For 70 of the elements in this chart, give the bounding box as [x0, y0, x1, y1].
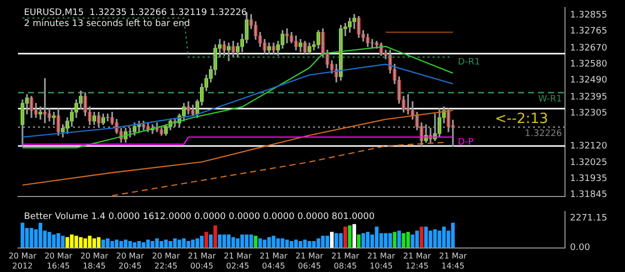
y-tick-label: 1.32670 [570, 44, 608, 54]
x-tick-label: 21 Mar 00:45 [188, 252, 216, 270]
bar [213, 225, 218, 248]
x-tick-label: 21 Mar 04:45 [260, 252, 288, 270]
chart-title: EURUSD,M15 1.32235 1.32266 1.32119 1.32226 [24, 8, 248, 18]
y-tick-label: 1.32580 [570, 60, 608, 70]
x-tick-label: 20 Mar 22:45 [152, 252, 181, 270]
x-tick-label: 21 Mar 14:45 [438, 252, 468, 270]
y-tick-label: 1.32855 [570, 10, 608, 21]
bar [249, 234, 253, 248]
bar [70, 234, 74, 248]
y-tick-label: 1.31845 [570, 190, 608, 200]
bar [74, 236, 78, 248]
bar [334, 233, 338, 248]
y-tick-label: 1.32765 [570, 26, 608, 37]
y-tick-label: 0.00 [570, 243, 590, 254]
x-tick-label: 21 Mar 08:45 [331, 252, 360, 270]
x-tick-label: 21 Mar 06:45 [296, 252, 324, 270]
bar [78, 237, 83, 248]
bar [406, 232, 410, 248]
bar [374, 226, 379, 248]
x-tick-label: 20 Mar 20:45 [116, 252, 145, 270]
bar [330, 232, 334, 248]
bar [388, 233, 392, 248]
line-series [112, 142, 445, 196]
y-tick-label: 1.32490 [570, 76, 608, 86]
y-tick-label: 1.32305 [570, 108, 608, 118]
series-label: D-R1 [458, 57, 480, 68]
x-tick-label: 20 Mar 18:45 [80, 252, 109, 270]
bar [392, 232, 396, 248]
ref-line-label: W-R1 [538, 94, 562, 105]
bar [348, 225, 352, 248]
y-tick-label: 1.31935 [570, 174, 608, 184]
bar [338, 233, 343, 248]
bar [236, 238, 240, 248]
bar [96, 237, 101, 248]
bar [361, 233, 366, 248]
x-tick-label: 21 Mar 10:45 [367, 252, 396, 270]
bar [226, 234, 231, 248]
bar [397, 230, 401, 248]
bar [352, 224, 356, 248]
bar [65, 237, 70, 248]
annotation: <--2:13 [494, 110, 548, 127]
bar [222, 234, 226, 248]
bar [420, 226, 424, 248]
bar [343, 226, 348, 248]
y-tick-label: 1.32120 [570, 141, 608, 152]
series-label: D-P [458, 137, 474, 148]
y-tick-label: 1.32025 [570, 158, 608, 168]
chart-title: Better Volume 1.4 0.0000 1612.0000 0.0000 0.0000 0.0000 0.0000 801.0000 [24, 212, 375, 222]
bar [101, 240, 106, 248]
x-tick-label: 20 Mar 2012 [8, 252, 38, 270]
bar [254, 236, 258, 248]
y-tick-label: 2271.15 [570, 214, 608, 224]
bar [92, 238, 96, 248]
bar [83, 238, 88, 248]
text: 2 minutes 13 seconds left to bar end [24, 19, 190, 30]
bar [208, 234, 213, 248]
bar [88, 236, 92, 248]
bar [231, 237, 236, 248]
bar [240, 234, 244, 248]
bar [356, 234, 361, 248]
ref-line-label: 1.32226 [524, 128, 562, 139]
x-tick-label: 21 Mar 02:45 [224, 252, 252, 270]
x-tick-label: 21 Mar 12:45 [403, 252, 432, 270]
bar [366, 232, 370, 248]
bar [204, 232, 208, 248]
bar [218, 234, 222, 248]
x-tick-label: 20 Mar 16:45 [44, 252, 73, 270]
y-tick-label: 1.32395 [570, 92, 608, 102]
